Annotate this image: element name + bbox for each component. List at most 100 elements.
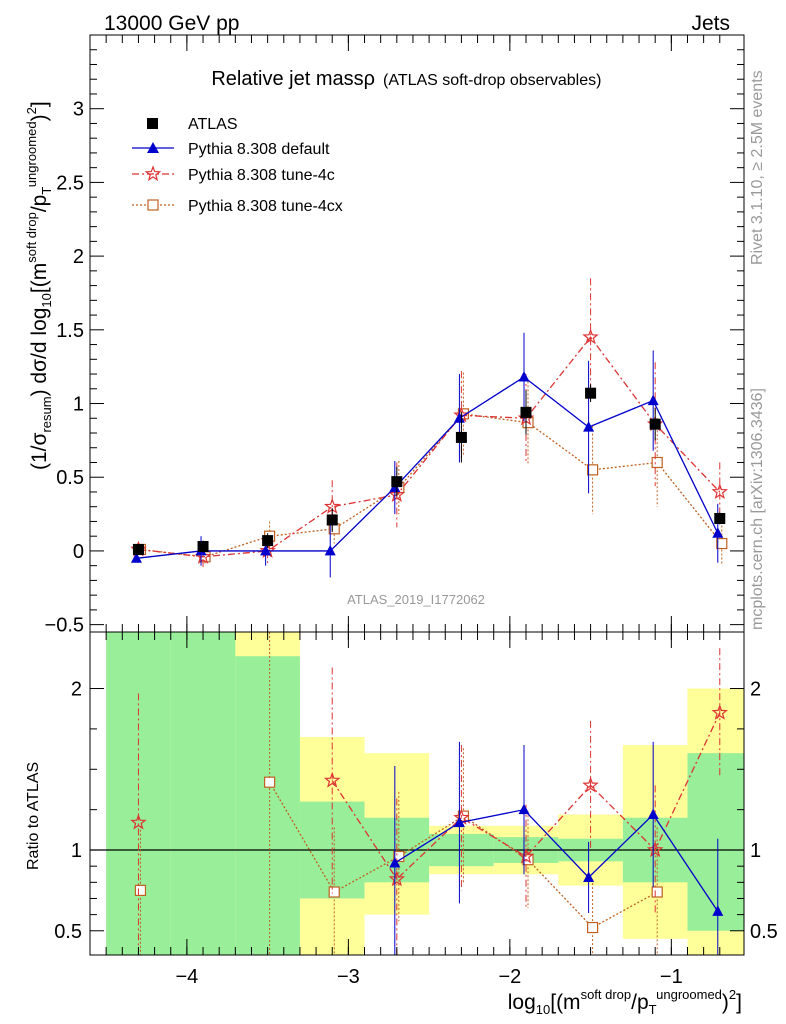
- ratio-y-axis-label: Ratio to ATLAS: [25, 762, 42, 870]
- main-point-pythia-8-308-tune-4c-9: [711, 483, 729, 499]
- main-series-pythia-8-308-tune-4cx: [134, 372, 728, 566]
- main-series-pythia-8-308-tune-4c: [130, 278, 729, 569]
- main-ytick-label-3: 1: [73, 394, 84, 416]
- analysis-watermark: ATLAS_2019_I1772062: [347, 592, 485, 607]
- ratio-point-pythia-8-308-tune-4c-3: [323, 771, 341, 788]
- legend-default-marker: [147, 142, 159, 153]
- main-line-pythia-8-308-tune-4c-0: [138, 336, 721, 558]
- ratio-point-pythia-8-308-tune-4c-6: [517, 847, 535, 864]
- ratio-ytick-label-right-0: 0.5: [750, 921, 778, 943]
- ratio-series-pythia-8-308-default: [389, 741, 724, 955]
- ratio-point-pythia-8-308-tune-4cx-0: [134, 884, 147, 897]
- header-right: Jets: [691, 12, 730, 35]
- mcplots-text: mcplots.cern.ch [arXiv:1306.3436]: [749, 388, 766, 630]
- legend-tune4cx-marker: [147, 199, 159, 211]
- x-tick-label-3: −1: [660, 966, 683, 988]
- ratio-point-pythia-8-308-default-4: [389, 856, 401, 868]
- ratio-band-inner-2: [235, 656, 300, 955]
- legend-atlas: ATLAS: [147, 116, 238, 133]
- main-point-atlas-2: [262, 535, 274, 547]
- main-point-pythia-8-308-tune-4cx-9: [716, 537, 728, 550]
- ratio-point-pythia-8-308-tune-4cx-4: [393, 850, 405, 863]
- legend-atlas-marker: [147, 118, 158, 129]
- main-y-axis-label: (1/σresum) dσ/d log10[(msoft drop/pTungr…: [24, 101, 54, 470]
- main-line-pythia-8-308-tune-4cx-0: [140, 413, 723, 558]
- main-point-pythia-8-308-default-6: [518, 370, 530, 382]
- main-point-pythia-8-308-default-0: [130, 552, 142, 563]
- x-tick-label-0: −4: [175, 966, 198, 988]
- ratio-series-pythia-8-308-tune-4cx: [134, 632, 663, 955]
- main-point-pythia-8-308-default-2: [260, 544, 272, 556]
- main-series-atlas: [132, 384, 726, 555]
- legend-tune4c-marker: [144, 165, 162, 182]
- ratio-point-pythia-8-308-tune-4cx-3: [328, 886, 340, 898]
- main-ytick-label-1: 0: [73, 541, 84, 563]
- main-point-pythia-8-308-tune-4cx-7: [586, 464, 599, 476]
- ratio-ytick-label-right-2: 2: [750, 679, 761, 701]
- rivet-version-text: Rivet 3.1.10, ≥ 2.5M events: [749, 70, 766, 265]
- ratio-point-pythia-8-308-tune-4c-0: [130, 813, 147, 830]
- main-point-atlas-5: [455, 431, 467, 443]
- ratio-band-inner-9: [687, 753, 744, 931]
- legend-tune4cx: Pythia 8.308 tune-4cx: [132, 198, 343, 215]
- main-point-pythia-8-308-tune-4cx-8: [651, 456, 663, 469]
- legend-tune4cx-label: Pythia 8.308 tune-4cx: [188, 198, 343, 215]
- ratio-plot-panel: 0.5 0.5 1 1 2 2 −4 −3 −2 −1 Ratio to ATLAS log10[…: [25, 631, 778, 1017]
- legend-default-label: Pythia 8.308 default: [188, 141, 330, 158]
- x-axis-label: log10[(msoft drop/pTungroomed)2]: [508, 987, 742, 1017]
- main-point-pythia-8-308-tune-4cx-5: [457, 408, 470, 420]
- main-point-pythia-8-308-default-5: [453, 412, 465, 423]
- main-point-pythia-8-308-default-3: [324, 544, 336, 556]
- ratio-point-pythia-8-308-tune-4cx-2: [264, 776, 276, 788]
- ratio-ytick-label-left-2: 2: [71, 679, 82, 701]
- plot-title: Relative jet massρ: [211, 68, 375, 90]
- ratio-point-pythia-8-308-default-6: [518, 803, 530, 815]
- legend: ATLAS Pythia 8.308 default Pythia 8.308 …: [132, 116, 343, 215]
- main-point-atlas-1: [197, 541, 209, 553]
- main-point-pythia-8-308-tune-4c-7: [582, 328, 599, 345]
- ratio-point-pythia-8-308-default-5: [453, 816, 465, 828]
- legend-default: Pythia 8.308 default: [132, 141, 330, 158]
- main-ytick-label-2: 0.5: [56, 467, 84, 489]
- main-point-pythia-8-308-tune-4c-4: [388, 486, 406, 502]
- ratio-point-pythia-8-308-default-7: [583, 871, 595, 882]
- main-point-atlas-7: [585, 387, 597, 399]
- main-point-atlas-9: [714, 512, 726, 524]
- main-ytick-label-7: 3: [73, 99, 84, 121]
- header-left: 13000 GeV pp: [104, 12, 239, 35]
- ratio-point-pythia-8-308-tune-4c-7: [582, 776, 599, 793]
- ratio-point-pythia-8-308-tune-4cx-7: [586, 921, 599, 934]
- ratio-ytick-label-left-0: 0.5: [54, 921, 82, 943]
- main-point-pythia-8-308-default-8: [647, 394, 659, 406]
- main-point-pythia-8-308-default-7: [583, 421, 595, 432]
- main-point-pythia-8-308-default-9: [712, 527, 724, 538]
- main-ytick-label-5: 2: [73, 246, 84, 268]
- main-ytick-label-0: −0.5: [45, 615, 84, 637]
- ratio-point-pythia-8-308-tune-4c-9: [711, 704, 729, 720]
- ratio-point-pythia-8-308-default-8: [647, 808, 659, 819]
- legend-tune4c: Pythia 8.308 tune-4c: [132, 165, 335, 184]
- plot-subtitle: (ATLAS soft-drop observables): [383, 72, 601, 89]
- ratio-band-inner-1: [170, 632, 236, 955]
- ratio-line-pythia-8-308-default-0: [394, 808, 719, 912]
- ratio-point-pythia-8-308-tune-4cx-8: [651, 886, 663, 898]
- ratio-ytick-label-left-1: 1: [71, 840, 82, 862]
- legend-atlas-label: ATLAS: [188, 116, 238, 133]
- legend-tune4c-label: Pythia 8.308 tune-4c: [188, 167, 335, 184]
- main-ytick-label-4: 1.5: [56, 320, 84, 342]
- ratio-series-pythia-8-308-tune-4c: [130, 648, 729, 955]
- main-plot-panel: −0.5 0 0.5 1 1.5 2 2.5 3 Relative jet massρ (AT…: [24, 34, 745, 637]
- main-ytick-label-6: 2.5: [56, 172, 84, 194]
- x-tick-label-1: −3: [337, 966, 360, 988]
- ratio-ytick-label-right-1: 1: [750, 840, 761, 862]
- ratio-point-pythia-8-308-tune-4c-4: [388, 870, 406, 887]
- ratio-point-pythia-8-308-default-9: [712, 905, 724, 916]
- x-tick-label-2: −2: [498, 966, 521, 988]
- main-point-atlas-4: [391, 476, 403, 488]
- ratio-point-pythia-8-308-tune-4c-8: [646, 841, 664, 858]
- ratio-plot-frame: [89, 631, 745, 956]
- main-point-atlas-6: [520, 406, 532, 418]
- main-series-pythia-8-308-default: [130, 332, 724, 578]
- main-point-atlas-8: [649, 418, 661, 430]
